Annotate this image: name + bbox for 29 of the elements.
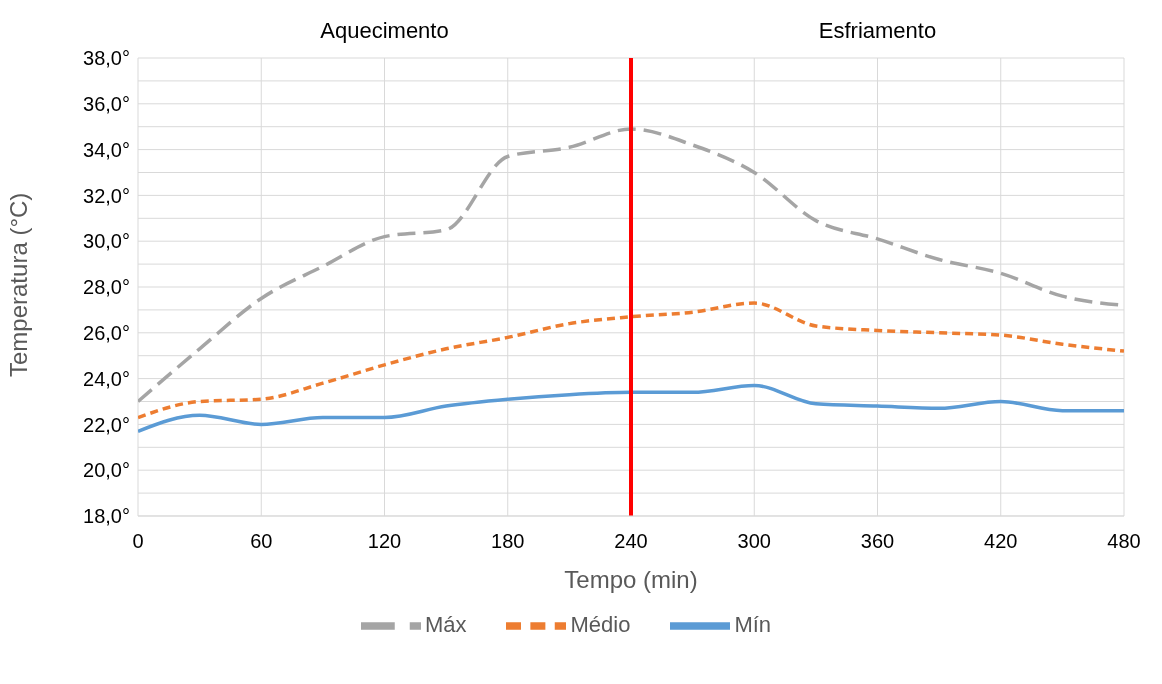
- y-tick-label: 30,0°: [83, 230, 130, 253]
- x-tick-label: 420: [984, 530, 1018, 553]
- legend-label: Médio: [570, 611, 631, 637]
- y-tick-label: 32,0°: [83, 184, 130, 207]
- y-tick-label: 22,0°: [83, 413, 130, 436]
- x-tick-label: 480: [1107, 530, 1141, 553]
- x-tick-label: 360: [860, 530, 895, 553]
- x-tick-label: 240: [614, 530, 648, 553]
- y-axis-title: Temperatura (°C): [4, 192, 32, 377]
- y-tick-label: 24,0°: [83, 367, 130, 390]
- text: Aquecimento: [319, 18, 450, 44]
- x-tick-label: 120: [367, 530, 402, 553]
- y-tick-label: 28,0°: [83, 276, 130, 299]
- y-tick-label: 34,0°: [83, 138, 130, 161]
- y-tick-label: 20,0°: [83, 459, 130, 482]
- y-tick-label: 38,0°: [83, 47, 130, 70]
- x-tick-label: 300: [737, 530, 771, 553]
- y-tick-label: 26,0°: [83, 321, 130, 344]
- x-tick-label: 60: [250, 530, 273, 553]
- legend-label: Mín: [734, 611, 772, 637]
- x-axis-title: Tempo (min): [564, 566, 698, 593]
- legend-label: Máx: [424, 611, 467, 637]
- x-tick-label: 0: [132, 530, 144, 553]
- line-series: [138, 301, 1124, 420]
- line-series: [138, 383, 1124, 434]
- y-tick-label: 36,0°: [83, 92, 130, 115]
- y-tick-label: 18,0°: [83, 505, 130, 528]
- x-tick-label: 180: [491, 530, 525, 553]
- text: Esfriamento: [817, 18, 938, 44]
